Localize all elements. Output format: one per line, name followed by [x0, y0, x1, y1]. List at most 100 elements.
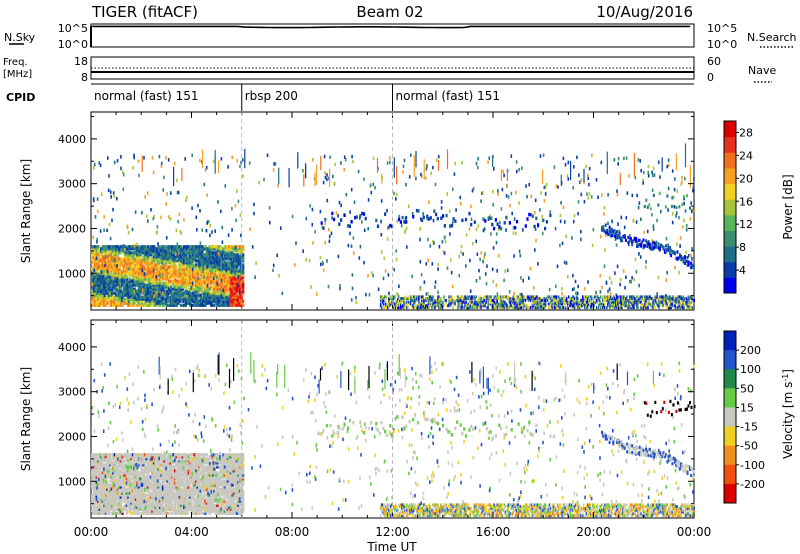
data-cell	[143, 301, 147, 305]
data-cell	[440, 302, 442, 306]
data-cell	[164, 299, 168, 303]
data-cell	[101, 267, 105, 271]
data-cell	[163, 281, 166, 285]
data-cell	[130, 297, 133, 301]
data-cell	[100, 481, 103, 485]
data-cell	[234, 287, 237, 291]
data-cell	[110, 195, 112, 199]
data-cell	[673, 187, 676, 192]
data-cell	[152, 303, 156, 307]
data-cell	[217, 295, 221, 299]
data-cell	[634, 298, 636, 302]
data-cell	[216, 253, 219, 257]
data-cell	[143, 261, 147, 265]
data-cell	[106, 481, 109, 485]
data-cell	[567, 177, 570, 181]
data-cell	[139, 257, 142, 261]
data-cell	[632, 304, 634, 308]
data-cell	[192, 291, 195, 295]
data-cell	[219, 275, 222, 279]
data-cell	[143, 283, 147, 287]
data-cell	[151, 279, 154, 283]
data-cell	[181, 247, 185, 251]
data-cell	[161, 263, 165, 267]
data-cell	[487, 297, 489, 301]
data-cell	[137, 299, 141, 303]
data-cell	[207, 297, 210, 301]
data-cell	[166, 247, 169, 251]
data-cell	[677, 300, 679, 304]
data-cell	[535, 302, 538, 306]
data-cell	[176, 283, 180, 287]
data-cell	[202, 266, 205, 270]
data-cell	[211, 299, 215, 303]
data-cell	[146, 247, 150, 251]
data-cell	[94, 247, 97, 251]
data-cell	[319, 255, 322, 260]
data-cell	[476, 302, 478, 306]
data-cell	[633, 237, 636, 241]
data-cell	[210, 247, 213, 251]
data-cell	[155, 267, 159, 271]
data-cell	[595, 290, 597, 295]
data-cell	[484, 252, 486, 256]
data-cell	[181, 283, 185, 287]
data-cell	[140, 303, 144, 307]
data-cell	[142, 295, 145, 299]
data-cell	[167, 259, 171, 263]
data-cell	[175, 271, 178, 275]
data-cell	[255, 261, 257, 265]
data-cell	[492, 279, 495, 284]
data-cell	[483, 298, 485, 302]
data-cell	[178, 271, 181, 275]
data-cell	[187, 261, 191, 265]
data-cell	[98, 507, 102, 511]
data-cell	[278, 167, 280, 185]
data-cell	[557, 302, 560, 306]
data-cell	[537, 223, 540, 227]
data-cell	[201, 297, 204, 301]
data-cell	[394, 295, 396, 299]
data-cell	[609, 304, 611, 308]
data-cell	[675, 298, 677, 302]
data-cell	[103, 473, 106, 477]
data-cell	[172, 297, 175, 301]
data-cell	[677, 306, 679, 310]
data-cell	[207, 259, 210, 263]
data-cell	[204, 259, 207, 263]
data-cell	[184, 277, 188, 281]
data-cell	[500, 207, 503, 211]
data-cell	[142, 255, 145, 259]
data-cell	[662, 245, 665, 249]
data-cell	[217, 275, 221, 279]
data-cell	[104, 501, 108, 505]
data-cell	[201, 265, 204, 269]
data-cell	[213, 273, 216, 277]
data-cell	[379, 295, 382, 299]
data-cell	[652, 224, 655, 228]
data-cell	[490, 295, 492, 299]
data-cell	[202, 283, 206, 287]
data-cell	[547, 302, 550, 306]
data-cell	[685, 224, 688, 228]
data-cell	[107, 249, 111, 253]
data-cell	[205, 281, 209, 285]
data-cell	[94, 501, 97, 505]
data-cell	[565, 297, 568, 301]
data-cell	[131, 271, 135, 275]
data-cell	[389, 295, 391, 299]
data-cell	[115, 271, 118, 275]
data-cell	[562, 205, 565, 210]
data-cell	[687, 260, 690, 264]
data-cell	[148, 285, 151, 289]
data-cell	[677, 256, 680, 260]
data-cell	[202, 297, 206, 301]
data-cell	[100, 247, 103, 251]
data-cell	[113, 245, 117, 249]
data-cell	[554, 226, 557, 231]
data-cell	[498, 306, 500, 310]
nsky-tick-bottom-left: 10^0	[58, 38, 88, 51]
data-cell	[214, 291, 218, 295]
data-cell	[101, 257, 105, 261]
data-cell	[506, 183, 508, 188]
